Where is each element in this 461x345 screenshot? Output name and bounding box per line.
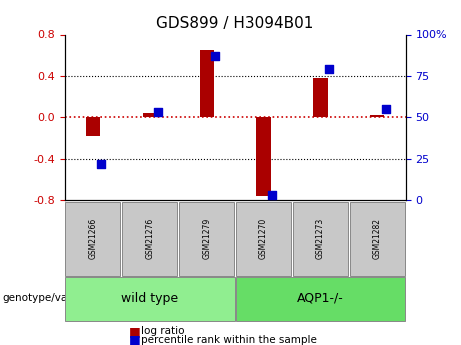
Bar (143, 113, 157, 117)
Bar (200, 50, 214, 117)
Text: AQP1-/-: AQP1-/- (297, 292, 344, 305)
Text: percentile rank within the sample: percentile rank within the sample (141, 335, 317, 345)
Text: wild type: wild type (121, 292, 178, 305)
Bar (256, 117, 271, 196)
Title: GDS899 / H3094B01: GDS899 / H3094B01 (156, 16, 314, 31)
Point (98, 161, 105, 166)
Text: log ratio: log ratio (141, 326, 184, 336)
Point (212, 53, 219, 59)
Point (154, 110, 162, 115)
Bar (370, 115, 384, 117)
Point (325, 67, 333, 72)
Text: ▶: ▶ (68, 292, 78, 305)
Point (268, 193, 276, 198)
Text: ■: ■ (129, 333, 141, 345)
Text: GSM21279: GSM21279 (202, 217, 211, 259)
Bar (86, 117, 100, 136)
Text: GSM21270: GSM21270 (259, 217, 268, 259)
Text: ■: ■ (129, 325, 141, 338)
Text: GSM21282: GSM21282 (373, 218, 382, 258)
Text: GSM21276: GSM21276 (145, 217, 154, 259)
Text: GSM21273: GSM21273 (316, 217, 325, 259)
Text: genotype/variation: genotype/variation (2, 294, 101, 303)
Bar (313, 78, 327, 117)
Point (382, 106, 390, 112)
Text: GSM21266: GSM21266 (89, 217, 97, 259)
